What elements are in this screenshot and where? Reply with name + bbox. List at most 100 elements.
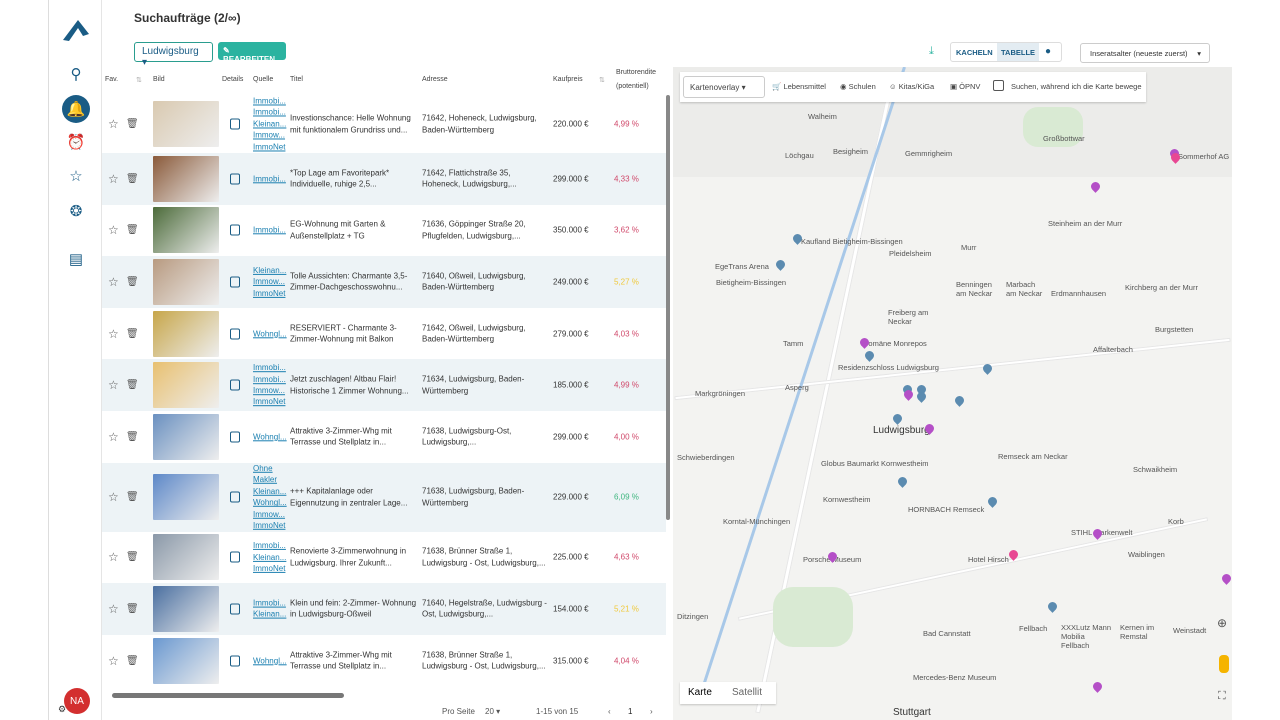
details-icon[interactable] xyxy=(230,431,240,443)
map-marker-icon[interactable] xyxy=(1089,180,1102,193)
current-page[interactable]: 1 xyxy=(628,707,633,716)
tab-map[interactable]: Karte xyxy=(688,687,712,698)
source-link[interactable]: Immow... xyxy=(253,130,286,140)
map-marker-icon[interactable] xyxy=(1091,680,1104,693)
compass-icon[interactable]: ❂ xyxy=(69,203,83,220)
fullscreen-icon[interactable]: ⛶ xyxy=(1218,690,1226,702)
map-marker-icon[interactable] xyxy=(986,495,999,508)
vertical-scrollbar[interactable] xyxy=(666,95,670,520)
source-link[interactable]: Immow... xyxy=(253,509,286,519)
details-icon[interactable] xyxy=(230,224,240,236)
overlay-select[interactable]: Kartenoverlay ▾ xyxy=(683,76,765,98)
delete-trash-icon[interactable]: 🗑 xyxy=(126,224,139,236)
filter-kitas[interactable]: ☺ Kitas/KiGa xyxy=(889,82,935,91)
location-select[interactable]: Ludwigsburg ▾ xyxy=(134,42,213,68)
delete-trash-icon[interactable]: 🗑 xyxy=(126,118,139,130)
table-row[interactable]: ☆ 🗑 Wohngl... RESERVIERT - Charmante 3-Z… xyxy=(102,308,666,360)
listing-image[interactable] xyxy=(153,101,219,147)
prev-page-button[interactable]: ‹ xyxy=(608,707,611,716)
listing-image[interactable] xyxy=(153,585,219,632)
favorite-star-icon[interactable]: ☆ xyxy=(108,223,119,238)
locate-icon[interactable]: ⊕ xyxy=(1217,616,1228,630)
delete-trash-icon[interactable]: 🗑 xyxy=(126,173,139,185)
favorite-star-icon[interactable]: ☆ xyxy=(108,490,119,505)
details-icon[interactable] xyxy=(230,328,240,340)
source-link[interactable]: ImmoNet xyxy=(253,288,286,298)
favorite-star-icon[interactable]: ☆ xyxy=(108,378,119,393)
details-icon[interactable] xyxy=(230,379,240,391)
filter-transit[interactable]: ▣ ÖPNV xyxy=(950,82,981,91)
map-marker-icon[interactable] xyxy=(1220,572,1232,585)
edit-button[interactable]: ✎ BEARBEITEN xyxy=(218,42,286,64)
sort-icon[interactable]: ⇅ xyxy=(136,77,142,84)
map-marker-icon[interactable] xyxy=(774,258,787,271)
listing-image[interactable] xyxy=(153,534,219,581)
map-marker-icon[interactable] xyxy=(891,412,904,425)
source-link[interactable]: Wohngl... xyxy=(253,655,287,665)
map-pin-icon[interactable]: ● xyxy=(1045,46,1052,57)
details-icon[interactable] xyxy=(230,276,240,288)
details-icon[interactable] xyxy=(230,603,240,615)
source-link[interactable]: ImmoNet xyxy=(253,564,286,574)
delete-trash-icon[interactable]: 🗑 xyxy=(126,379,139,391)
tab-satellite[interactable]: Satellit xyxy=(732,687,763,698)
source-link[interactable]: Wohngl... xyxy=(253,498,287,508)
map[interactable]: Walheim Löchgau Besigheim Gemmrigheim Großbo… xyxy=(673,67,1232,720)
source-link[interactable]: Makler xyxy=(253,475,278,485)
source-link[interactable]: Wohngl... xyxy=(253,432,287,442)
download-icon[interactable]: ⤓ xyxy=(929,45,934,57)
delete-trash-icon[interactable]: 🗑 xyxy=(126,655,139,667)
source-link[interactable]: Kleinan... xyxy=(253,609,287,619)
pegman-icon[interactable] xyxy=(1219,655,1229,673)
delete-trash-icon[interactable]: 🗑 xyxy=(126,551,139,563)
col-fav[interactable]: Fav. xyxy=(105,76,119,83)
delete-trash-icon[interactable]: 🗑 xyxy=(126,276,139,288)
source-link[interactable]: Immobi... xyxy=(253,598,286,608)
table-row[interactable]: ☆ 🗑 Immobi... Immobi... Immow... ImmoNet Je… xyxy=(102,359,666,411)
source-link[interactable]: Kleinan... xyxy=(253,265,287,275)
sort-icon[interactable]: ⇅ xyxy=(599,77,605,84)
listing-image[interactable] xyxy=(153,413,219,460)
details-icon[interactable] xyxy=(230,173,240,185)
favorite-star-icon[interactable]: ☆ xyxy=(108,653,119,668)
listing-image[interactable] xyxy=(153,155,219,202)
col-kaufpreis[interactable]: Kaufpreis xyxy=(553,76,583,83)
favorite-star-icon[interactable]: ☆ xyxy=(108,326,119,341)
filter-schools[interactable]: ◉ Schulen xyxy=(840,82,876,91)
map-marker-icon[interactable] xyxy=(863,349,876,362)
listing-image[interactable] xyxy=(153,207,219,254)
billing-icon[interactable]: ▤ xyxy=(68,251,84,268)
source-link[interactable]: Immobi... xyxy=(253,107,286,117)
delete-trash-icon[interactable]: 🗑 xyxy=(126,603,139,615)
source-link[interactable]: Immobi... xyxy=(253,541,286,551)
favorite-star-icon[interactable]: ☆ xyxy=(108,117,119,131)
source-link[interactable]: Kleinan... xyxy=(253,552,287,562)
table-row[interactable]: ☆ 🗑 Ohne Makler Kleinan... Wohngl... Immow..… xyxy=(102,462,666,532)
delete-trash-icon[interactable]: 🗑 xyxy=(126,491,139,503)
table-row[interactable]: ☆ 🗑 Wohngl... Attraktive 3-Zimmer-Whg mi… xyxy=(102,411,666,463)
tab-table[interactable]: TABELLE xyxy=(997,43,1040,61)
source-link[interactable]: Immow... xyxy=(253,277,286,287)
listing-image[interactable] xyxy=(153,362,219,409)
map-marker-icon[interactable] xyxy=(1046,600,1059,613)
map-marker-icon[interactable] xyxy=(953,394,966,407)
bell-icon[interactable]: 🔔 xyxy=(62,95,90,123)
source-link[interactable]: Wohngl... xyxy=(253,328,287,338)
alarm-icon[interactable]: ⏰ xyxy=(66,134,86,151)
horizontal-scrollbar[interactable] xyxy=(112,693,344,698)
table-row[interactable]: ☆ 🗑 Immobi... Immobi... Kleinan... Immow...… xyxy=(102,95,666,153)
tab-tiles[interactable]: KACHELN xyxy=(956,48,993,57)
listing-image[interactable] xyxy=(153,637,219,684)
sort-select[interactable]: Inseratsalter (neueste zuerst) ▾ xyxy=(1080,43,1210,63)
table-row[interactable]: ☆ 🗑 Immobi... EG-Wohnung mit Garten & Au… xyxy=(102,205,666,257)
settings-icon[interactable]: ⚙ xyxy=(58,704,67,714)
table-row[interactable]: ☆ 🗑 Immobi... Kleinan... ImmoNet Renoviert… xyxy=(102,532,666,584)
search-on-move-checkbox[interactable] xyxy=(993,80,1004,91)
table-row[interactable]: ☆ 🗑 Immobi... *Top Lage am Favoritepark*… xyxy=(102,153,666,205)
table-row[interactable]: ☆ 🗑 Wohngl... Attraktive 3-Zimmer-Whg mi… xyxy=(102,635,666,685)
source-link[interactable]: Kleinan... xyxy=(253,119,287,129)
avatar[interactable]: NA xyxy=(64,688,90,714)
source-link[interactable]: ImmoNet xyxy=(253,142,286,152)
delete-trash-icon[interactable]: 🗑 xyxy=(126,328,139,340)
source-link[interactable]: Immobi... xyxy=(253,363,286,373)
